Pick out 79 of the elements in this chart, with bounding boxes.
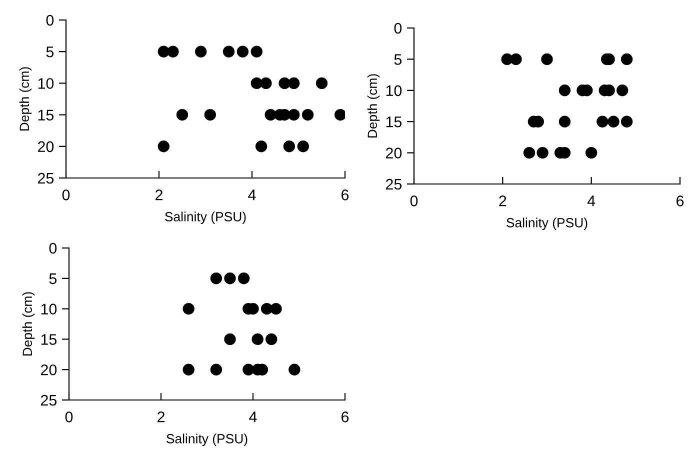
- point: [224, 272, 236, 284]
- y-tick-label: 5: [394, 54, 402, 65]
- x-tick-label: 0: [65, 412, 73, 422]
- point: [523, 146, 536, 159]
- x-axis-title: Salinity (PSU): [506, 218, 588, 230]
- y-tick-label: 25: [38, 172, 54, 184]
- point: [616, 84, 628, 96]
- point: [260, 77, 272, 90]
- point: [250, 77, 262, 90]
- point: [620, 53, 633, 66]
- point: [316, 77, 328, 90]
- y-axis-title: Depth (cm): [19, 67, 32, 131]
- y-tick-label: 10: [386, 85, 402, 96]
- y-tick-label: 15: [41, 334, 57, 345]
- point: [195, 46, 207, 58]
- point: [158, 140, 170, 152]
- y-tick-label: 10: [41, 304, 57, 314]
- x-tick-label: 2: [499, 196, 506, 206]
- x-axis-title: Salinity (PSU): [166, 434, 248, 446]
- y-tick-label: 20: [38, 141, 54, 152]
- point: [297, 140, 309, 152]
- point: [255, 140, 268, 152]
- point: [585, 146, 598, 159]
- point: [510, 53, 522, 66]
- point: [182, 302, 194, 315]
- y-tick-label: 20: [40, 364, 57, 376]
- x-axis-title: Salinity (PSU): [165, 212, 246, 224]
- point: [302, 108, 314, 121]
- y-tick-label: 15: [386, 116, 402, 128]
- y-tick-label: 5: [49, 273, 57, 284]
- x-tick-label: 4: [587, 196, 596, 206]
- point: [596, 116, 608, 128]
- point: [541, 53, 553, 66]
- point: [266, 333, 278, 346]
- y-tick-label: 5: [46, 46, 54, 58]
- y-axis-title: Depth (cm): [22, 292, 35, 356]
- point: [204, 108, 216, 121]
- point: [288, 77, 300, 90]
- point: [334, 108, 345, 121]
- point: [176, 108, 188, 121]
- x-tick-label: 6: [676, 196, 684, 206]
- point: [238, 272, 250, 284]
- point: [283, 140, 296, 152]
- point: [558, 84, 571, 96]
- point: [558, 116, 571, 128]
- y-tick-label: 0: [46, 14, 54, 26]
- point: [270, 302, 282, 315]
- x-tick-label: 4: [248, 190, 256, 200]
- y-tick-label: 25: [40, 394, 57, 406]
- point: [608, 116, 620, 128]
- point: [167, 46, 179, 58]
- x-tick-label: 4: [249, 412, 257, 422]
- y-tick-label: 0: [394, 22, 402, 34]
- point: [236, 46, 249, 58]
- y-tick-label: 25: [386, 178, 402, 190]
- x-tick-label: 0: [62, 190, 70, 200]
- point: [210, 272, 222, 284]
- point: [250, 46, 262, 58]
- y-tick-label: 0: [49, 242, 57, 254]
- x-tick-label: 0: [410, 196, 418, 206]
- point: [182, 364, 194, 376]
- point: [242, 364, 254, 376]
- point: [210, 364, 222, 376]
- x-tick-label: 2: [156, 190, 162, 200]
- point: [224, 333, 236, 346]
- x-tick-label: 6: [342, 412, 349, 422]
- x-tick-label: 2: [158, 412, 164, 422]
- y-tick-label: 10: [38, 78, 54, 89]
- point: [288, 364, 300, 376]
- x-tick-label: 6: [342, 190, 349, 200]
- y-tick-label: 15: [38, 110, 54, 120]
- point: [252, 333, 264, 346]
- point: [620, 116, 633, 128]
- y-axis-title: Depth (cm): [367, 74, 380, 138]
- point: [222, 46, 235, 58]
- point: [536, 146, 548, 159]
- point: [278, 77, 290, 90]
- point: [288, 108, 300, 121]
- y-tick-label: 20: [386, 148, 402, 158]
